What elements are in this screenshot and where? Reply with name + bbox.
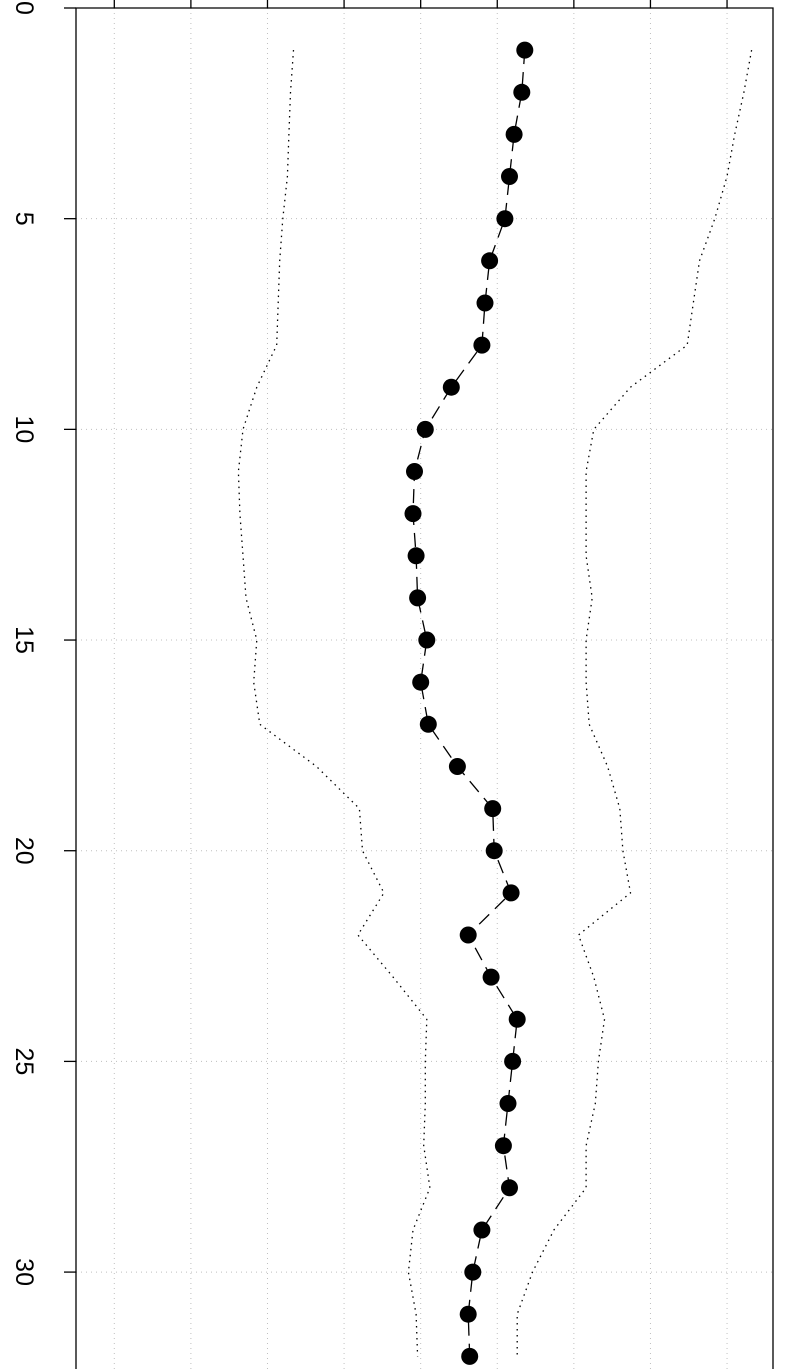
data-point: [473, 336, 491, 354]
data-point: [442, 378, 460, 396]
series-layer: [237, 49, 753, 1357]
data-point: [419, 715, 437, 733]
data-point: [516, 41, 534, 59]
tick-label-x: 15: [10, 626, 38, 654]
data-point: [459, 926, 477, 944]
series-line-1: [516, 49, 753, 1357]
series-line-0: [412, 50, 526, 1357]
points-layer: [404, 41, 534, 1365]
data-point: [404, 505, 422, 523]
axis-layer: 0 5 10 15 20 25 30: [10, 0, 774, 1369]
tick-label-x: 25: [10, 1047, 38, 1075]
tick-label-x: 5: [10, 212, 38, 226]
data-point: [494, 1137, 512, 1155]
data-point: [484, 800, 502, 818]
data-point: [501, 1179, 518, 1197]
data-point: [496, 210, 514, 228]
data-point: [513, 83, 531, 101]
data-point: [502, 884, 520, 902]
data-point: [505, 125, 523, 143]
tick-label-x: 10: [10, 415, 38, 443]
data-point: [459, 1305, 477, 1323]
data-point: [448, 758, 466, 775]
tick-label-x: 30: [10, 1258, 38, 1286]
data-point: [504, 1052, 522, 1070]
data-point: [464, 1263, 482, 1281]
data-point: [412, 673, 430, 691]
data-point: [485, 842, 503, 860]
data-point: [508, 1010, 526, 1028]
data-point: [473, 1221, 491, 1239]
data-point: [482, 968, 500, 986]
data-point: [481, 252, 499, 270]
data-point: [499, 1095, 517, 1112]
data-point: [409, 589, 427, 607]
data-point: [418, 631, 436, 649]
data-point: [501, 168, 518, 185]
data-point: [461, 1347, 479, 1365]
plot-frame: [75, 7, 774, 1369]
data-point: [416, 420, 434, 438]
data-point: [476, 294, 494, 312]
data-point: [406, 463, 423, 480]
data-point: [407, 547, 425, 565]
tick-label-x: 0: [10, 1, 38, 15]
tick-label-x: 20: [10, 837, 38, 865]
